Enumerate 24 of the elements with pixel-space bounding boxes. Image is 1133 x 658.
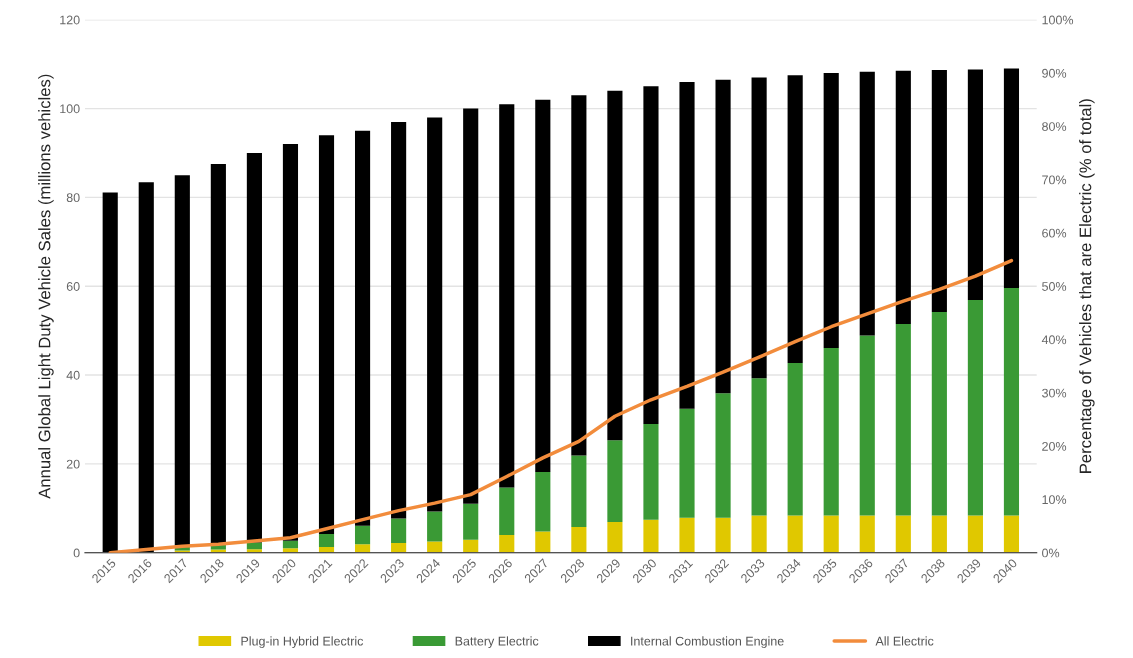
y2-tick-label: 90%: [1042, 68, 1067, 78]
y2-axis-title: Percentage of Vehicles that are Electric (% of total): [1079, 99, 1095, 473]
y-tick-label: 60: [66, 282, 80, 291]
y2-tick-label: 80%: [1042, 122, 1067, 131]
y-axis-title: Annual Global Light Duty Vehicle Sales (millions vehicles): [38, 74, 54, 499]
y2-tick-label: 40%: [1041, 335, 1067, 345]
legend-label: Internal Combustion Engine: [631, 636, 784, 648]
legend-label: All Electric: [875, 636, 934, 646]
y-tick-label: 100: [60, 104, 80, 114]
y2-tick-label: 20%: [1042, 441, 1067, 451]
legend-label: Plug-in Hybrid Electric: [241, 636, 364, 648]
y2-tick-label: 70%: [1042, 175, 1067, 185]
legend-label: Battery Electric: [455, 636, 539, 648]
y2-tick-label: 30%: [1042, 388, 1067, 398]
y2-tick-label: 50%: [1042, 282, 1067, 291]
y-tick-label: 0: [73, 548, 80, 558]
y-tick-label: 120: [60, 15, 80, 25]
y2-tick-label: 0%: [1042, 548, 1060, 558]
y2-tick-label: 10%: [1042, 495, 1067, 505]
y-tick-label: 40: [66, 370, 80, 380]
y-tick-label: 80: [66, 193, 80, 203]
y2-tick-label: 60%: [1042, 228, 1067, 238]
y2-tick-label: 100%: [1042, 15, 1074, 25]
y-tick-label: 20: [66, 459, 80, 469]
